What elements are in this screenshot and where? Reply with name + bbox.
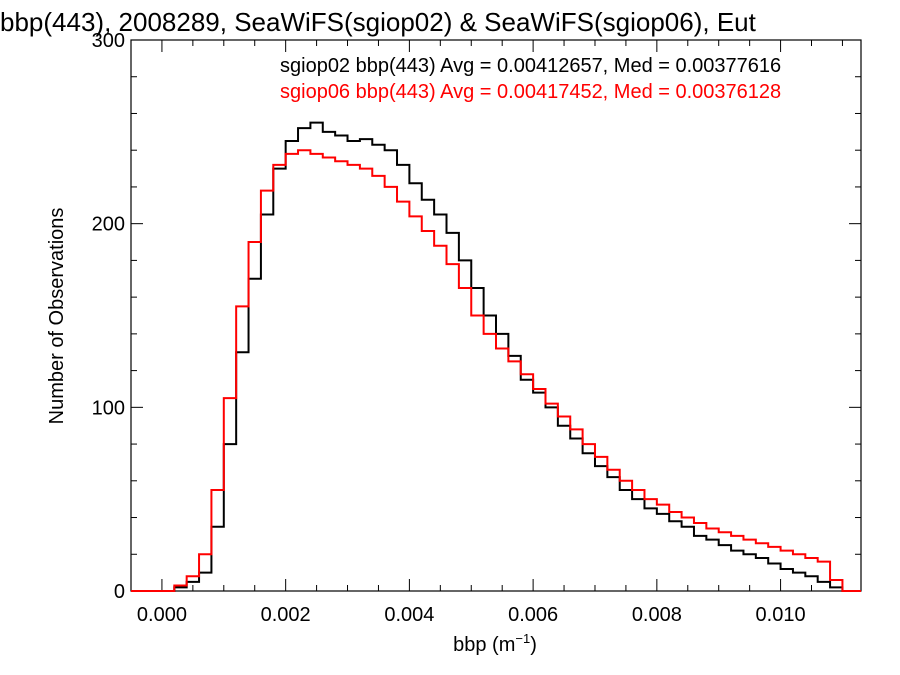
x-axis-label: bbp (m−1) [453,631,537,656]
chart-title: bbp(443), 2008289, SeaWiFS(sgiop02) & Se… [0,7,757,37]
series-layer [131,121,861,592]
x-tick-label: 0.002 [261,604,311,626]
x-tick-label: 0.000 [137,604,187,626]
y-tick-label: 0 [114,581,125,603]
x-tick-label: 0.004 [384,604,434,626]
y-axis-label: Number of Observations [46,208,68,425]
x-tick-label: 0.006 [508,604,558,626]
x-tick-label: 0.008 [632,604,682,626]
series-sgiop06-line [131,149,861,592]
legend-entry-sgiop02: sgiop02 bbp(443) Avg = 0.00412657, Med =… [280,55,781,77]
x-axis-label-superscript: −1 [515,631,530,646]
plot-border [130,39,862,592]
plot-frame [130,39,862,592]
y-tick-label: 200 [92,214,125,236]
x-axis: 0.000 0.002 0.004 0.006 0.008 0.010 [137,40,843,626]
y-tick-label: 100 [92,397,125,419]
x-axis-label-close: ) [530,634,537,656]
series-sgiop02-line [131,121,861,592]
x-axis-label-base: bbp (m [453,634,515,656]
y-axis: 0 100 200 300 [92,30,861,603]
x-tick-label: 0.010 [756,604,806,626]
legend-entry-sgiop06: sgiop06 bbp(443) Avg = 0.00417452, Med =… [280,81,781,103]
y-tick-label: 300 [92,30,125,52]
